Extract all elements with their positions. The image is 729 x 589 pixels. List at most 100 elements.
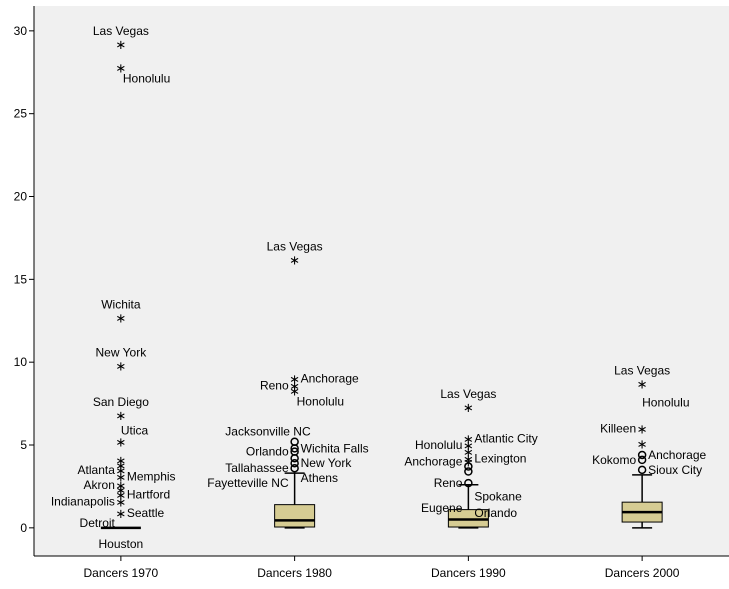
point-label: Indianapolis (51, 494, 115, 508)
extreme-point: ∗ (115, 458, 126, 473)
extreme-point: ∗ (115, 483, 126, 498)
extreme-point: ∗ (115, 310, 126, 325)
x-category-label: Dancers 1980 (257, 566, 332, 580)
point-label: Fayetteville NC (207, 476, 289, 490)
extreme-point: ∗ (463, 438, 474, 453)
point-label: Sioux City (648, 463, 702, 477)
point-label: San Diego (93, 395, 149, 409)
extreme-point: ∗ (463, 455, 474, 470)
y-tick-label: 10 (14, 355, 28, 369)
extreme-point: ∗ (115, 494, 126, 509)
point-label: Las Vegas (614, 364, 670, 378)
outlier-point (637, 455, 647, 465)
point-label: Tallahassee (225, 461, 289, 475)
extreme-point: ∗ (115, 435, 126, 450)
extreme-point: ∗ (115, 506, 126, 521)
point-label: Las Vegas (93, 24, 149, 38)
extreme-point: ∗ (463, 431, 474, 446)
x-category-label: Dancers 1970 (84, 566, 159, 580)
box-4 (621, 474, 663, 529)
box-iqr (274, 504, 316, 528)
extreme-point: ∗ (115, 463, 126, 478)
extreme-point: ∗ (637, 436, 648, 451)
point-label: Eugene (421, 501, 463, 515)
point-label: Anchorage (404, 455, 462, 469)
extreme-point: ∗ (115, 478, 126, 493)
extreme-point: ∗ (637, 421, 648, 436)
point-label: Anchorage (301, 372, 359, 386)
extreme-point: ∗ (115, 60, 126, 75)
point-label: Utica (121, 424, 149, 438)
extreme-point: ∗ (115, 453, 126, 468)
point-label: Killeen (600, 421, 636, 435)
outlier-point (290, 458, 299, 468)
box-2 (274, 472, 316, 529)
point-label: Wichita (101, 297, 141, 311)
extreme-point: ∗ (115, 37, 126, 52)
extreme-point: ∗ (289, 378, 300, 393)
outlier-point (637, 465, 647, 475)
extreme-point: ∗ (115, 488, 126, 503)
x-category-label: Dancers 1990 (431, 566, 506, 580)
point-label: Orlando (246, 445, 289, 459)
y-tick-label: 25 (14, 107, 28, 121)
extreme-point: ∗ (115, 408, 126, 423)
point-label: Memphis (127, 469, 176, 483)
y-axis-ticks: 0 5 10 15 20 25 30 (14, 24, 34, 535)
point-label: Atlantic City (474, 431, 537, 445)
point-label: Kokomo (592, 453, 636, 467)
point-label: Akron (84, 478, 115, 492)
point-label: Reno (434, 476, 463, 490)
point-label: Honolulu (415, 438, 462, 452)
point-label: Atlanta (78, 463, 116, 477)
point-label: Reno (260, 378, 289, 392)
extreme-point: ∗ (463, 445, 474, 460)
point-label: Seattle (127, 506, 165, 520)
point-label: Orlando (474, 506, 517, 520)
extreme-point: ∗ (115, 358, 126, 373)
y-tick-label: 0 (20, 521, 27, 535)
outlier-point (637, 450, 647, 460)
point-label: Hartford (127, 488, 170, 502)
extreme-point: ∗ (115, 469, 126, 484)
extreme-point: ∗ (289, 383, 300, 398)
point-label: Detroit (80, 516, 116, 530)
point-label: New York (301, 456, 353, 470)
point-label: Las Vegas (440, 387, 496, 401)
point-label: Wichita Falls (301, 441, 369, 455)
boxes (100, 472, 663, 530)
extreme-point: ∗ (637, 377, 648, 392)
point-label: Lexington (474, 451, 526, 465)
y-tick-label: 20 (14, 190, 28, 204)
outlier-point (464, 467, 473, 476)
point-label: Anchorage (648, 448, 706, 462)
point-label: Spokane (474, 489, 522, 503)
outlier-point (290, 444, 299, 453)
extreme-point: ∗ (463, 451, 474, 466)
point-label: Athens (301, 471, 338, 485)
extreme-point: ∗ (463, 400, 474, 415)
point-label: Houston (99, 537, 144, 551)
x-category-label: Dancers 2000 (605, 566, 680, 580)
point-label: New York (96, 345, 148, 359)
point-label: Honolulu (642, 396, 689, 410)
extreme-point: ∗ (289, 372, 300, 387)
point-label: Las Vegas (267, 239, 323, 253)
point-label: Jacksonville NC (225, 425, 311, 439)
points: ∗Las Vegas∗Honolulu∗Wichita∗New York∗San… (51, 24, 707, 551)
outlier-point (464, 478, 473, 488)
box-3 (447, 484, 489, 529)
y-tick-label: 30 (14, 24, 28, 38)
outlier-point (290, 463, 299, 473)
y-tick-label: 5 (20, 438, 27, 452)
plot-background (34, 6, 729, 556)
extreme-point: ∗ (289, 252, 300, 267)
outlier-point (464, 462, 473, 471)
point-label: Honolulu (123, 71, 170, 85)
point-label: Honolulu (297, 394, 344, 408)
outlier-point (290, 454, 299, 463)
y-tick-label: 15 (14, 272, 28, 286)
x-axis-ticks: Dancers 1970 Dancers 1980 Dancers 1990 Danc… (84, 556, 680, 580)
